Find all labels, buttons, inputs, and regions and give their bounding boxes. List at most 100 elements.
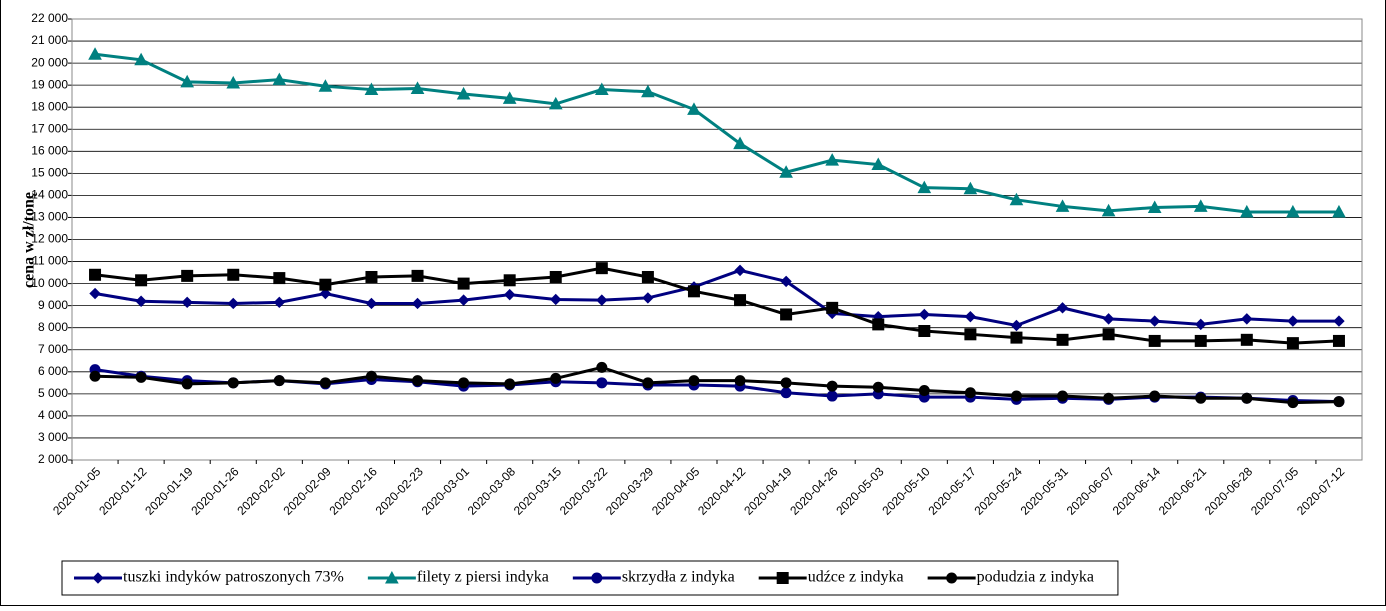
x-tick-label: 2020-01-19 — [142, 464, 196, 518]
x-tick-label: 2020-02-09 — [280, 464, 334, 518]
point — [1286, 204, 1300, 218]
x-tick-label: 2020-03-29 — [603, 464, 657, 518]
point — [1010, 390, 1022, 402]
y-tick-label: 16 000 — [31, 143, 68, 157]
point — [963, 181, 978, 195]
x-tick-label: 2020-07-05 — [1248, 464, 1302, 518]
point — [733, 136, 747, 150]
y-tick-label: 15 000 — [31, 166, 68, 180]
point — [273, 272, 286, 285]
point — [135, 274, 148, 287]
point — [780, 387, 792, 399]
x-tick-label: 2020-06-07 — [1064, 464, 1118, 518]
point — [596, 294, 608, 306]
point — [596, 361, 608, 373]
legend-marker — [946, 572, 958, 584]
point — [365, 270, 378, 283]
y-tick-label: 5 000 — [38, 386, 68, 400]
point — [1147, 200, 1162, 214]
point — [734, 375, 746, 387]
point — [548, 96, 563, 110]
point — [1239, 204, 1254, 218]
x-tick-label: 2020-05-17 — [925, 464, 979, 518]
point — [272, 72, 287, 86]
point — [318, 79, 333, 92]
point — [1009, 192, 1024, 206]
point — [642, 292, 654, 304]
point — [1101, 203, 1116, 217]
y-tick-label: 19 000 — [31, 77, 68, 91]
point — [135, 371, 147, 383]
point — [319, 377, 331, 389]
y-tick-label: 9 000 — [38, 298, 68, 312]
point — [180, 74, 195, 88]
point — [456, 86, 471, 100]
y-tick-label: 7 000 — [38, 342, 68, 356]
point — [411, 297, 424, 310]
y-tick-label: 6 000 — [38, 364, 68, 378]
y-axis-label: cena w zł/tonę — [21, 192, 38, 288]
point — [780, 275, 792, 288]
point — [502, 91, 517, 104]
point — [918, 308, 931, 321]
point — [1241, 313, 1253, 325]
point — [1193, 199, 1208, 212]
point — [1195, 392, 1207, 404]
legend-marker — [385, 570, 399, 584]
y-tick-label: 17 000 — [31, 121, 68, 135]
point — [181, 378, 193, 390]
point — [89, 370, 101, 382]
point — [872, 381, 884, 393]
point — [410, 81, 425, 94]
point — [273, 296, 286, 309]
point — [687, 102, 701, 115]
point — [825, 153, 840, 166]
point — [227, 297, 239, 310]
point — [595, 262, 608, 275]
x-tick-label: 2020-04-12 — [695, 464, 749, 518]
x-tick-label: 2020-05-31 — [1018, 464, 1072, 518]
legend-marker — [92, 572, 104, 584]
point — [734, 264, 746, 277]
x-tick-label: 2020-05-24 — [972, 464, 1026, 518]
y-tick-label: 18 000 — [31, 99, 68, 113]
point — [411, 269, 424, 282]
y-tick-label: 14 000 — [31, 188, 68, 202]
point — [1010, 331, 1023, 344]
point — [365, 297, 378, 310]
point — [596, 377, 608, 389]
y-tick-label: 11 000 — [32, 254, 68, 268]
point — [826, 380, 838, 392]
point — [826, 390, 838, 402]
y-tick-label: 21 000 — [31, 33, 68, 47]
point — [319, 278, 332, 291]
x-tick-label: 2020-03-01 — [419, 464, 473, 518]
y-tick-label: 4 000 — [38, 408, 68, 422]
y-tick-label: 10 000 — [31, 276, 68, 290]
x-tick-label: 2020-02-02 — [234, 464, 288, 518]
point — [918, 385, 930, 397]
x-tick-label: 2020-03-15 — [511, 464, 565, 518]
y-tick-label: 3 000 — [38, 430, 68, 444]
x-tick-label: 2020-02-16 — [327, 464, 381, 518]
point — [134, 52, 148, 66]
point — [550, 372, 562, 384]
x-tick-label: 2020-05-10 — [879, 464, 933, 518]
point — [365, 370, 377, 382]
point — [181, 269, 194, 282]
point — [688, 375, 700, 387]
point — [642, 377, 654, 389]
point — [412, 375, 424, 387]
point — [273, 375, 285, 387]
point — [503, 288, 516, 301]
point — [226, 75, 241, 89]
y-tick-label: 8 000 — [38, 320, 68, 334]
point — [779, 165, 793, 178]
series-line — [94, 268, 1339, 328]
legend-marker — [776, 572, 789, 584]
point — [1332, 204, 1346, 218]
point — [319, 287, 332, 300]
point — [549, 270, 562, 283]
x-tick-label: 2020-06-14 — [1110, 464, 1164, 518]
